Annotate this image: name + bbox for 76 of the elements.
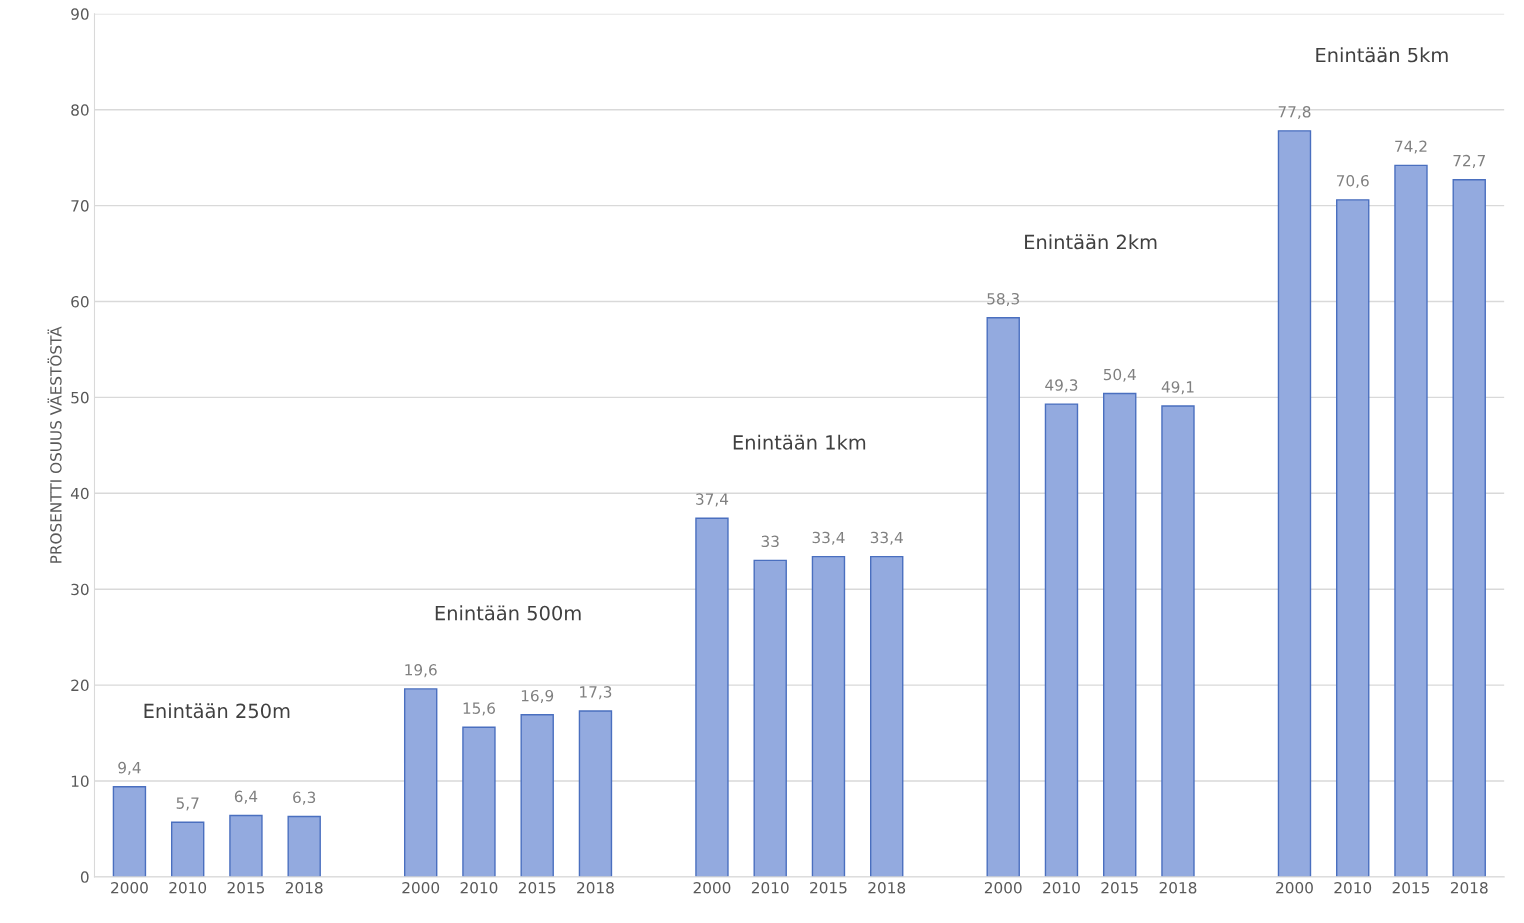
data-label: 19,6	[405, 664, 437, 678]
bar	[1452, 179, 1486, 877]
y-tick-label: 50	[71, 391, 89, 404]
x-tick-label: 2018	[285, 881, 323, 894]
y-tick-label: 90	[71, 8, 89, 20]
data-label: 9,4	[118, 761, 141, 775]
x-tick-label: 2015	[518, 881, 556, 894]
y-tick-label: 40	[70, 487, 89, 500]
data-label: 37,4	[696, 493, 729, 507]
x-tick-label: 2010	[751, 881, 789, 894]
data-label: 74,2	[1395, 140, 1427, 154]
bar	[1161, 405, 1195, 877]
bar	[1044, 403, 1079, 877]
annotation: Enintään 5km	[1316, 47, 1448, 63]
data-label: 6,4	[234, 790, 258, 804]
data-label: 49,3	[1045, 379, 1078, 393]
x-tick-label: 2015	[1101, 881, 1138, 894]
bar	[1336, 199, 1370, 877]
bar	[1394, 164, 1428, 877]
data-label: 49,1	[1161, 381, 1194, 395]
data-label: 58,3	[987, 292, 1019, 307]
annotation: Enintään 1km	[733, 434, 866, 450]
data-label: 72,7	[1453, 154, 1485, 168]
data-label: 5,7	[176, 797, 199, 811]
bar	[578, 710, 613, 877]
data-label: 77,8	[1278, 105, 1311, 120]
annotation: Enintään 500m	[435, 605, 581, 621]
x-tick-label: 2015	[810, 881, 847, 894]
x-tick-label: 2015	[227, 881, 265, 894]
data-label: 70,6	[1336, 175, 1369, 189]
x-tick-label: 2010	[1043, 881, 1080, 894]
x-tick-label: 2010	[460, 881, 498, 894]
data-label: 33,4	[870, 531, 903, 545]
annotation: Enintään 2km	[1025, 234, 1157, 250]
x-tick-label: 2018	[1450, 881, 1488, 894]
y-tick-label: 30	[71, 583, 89, 596]
bar	[170, 821, 205, 877]
data-label: 17,3	[580, 686, 612, 700]
x-tick-label: 2000	[111, 881, 148, 894]
y-tick-label: 70	[71, 200, 89, 212]
bar	[811, 555, 846, 877]
x-tick-label: 2000	[693, 881, 731, 894]
y-tick-label: 80	[71, 104, 89, 116]
x-tick-label: 2000	[984, 881, 1022, 894]
x-tick-label: 2000	[402, 881, 440, 894]
y-tick-label: 10	[71, 775, 89, 787]
data-label: 33,4	[812, 531, 845, 545]
bar	[695, 517, 729, 877]
x-tick-label: 2000	[1276, 881, 1313, 894]
bar	[870, 555, 904, 877]
data-label: 15,6	[463, 702, 495, 716]
x-tick-label: 2010	[169, 881, 207, 894]
y-tick-label: 0	[80, 871, 89, 883]
x-tick-label: 2018	[868, 881, 906, 894]
bar	[1103, 392, 1137, 877]
x-tick-label: 2015	[1392, 881, 1430, 894]
bar	[112, 786, 147, 877]
y-tick-label: 60	[71, 295, 89, 308]
x-tick-label: 2018	[1159, 881, 1197, 894]
y-axis-title: PROSENTTI OSUUS VÄESTÖSTÄ	[47, 326, 62, 563]
y-tick-label: 20	[71, 679, 89, 692]
bar	[462, 726, 496, 877]
bar	[986, 317, 1020, 877]
data-label: 50,4	[1103, 368, 1136, 382]
data-label: 6,3	[293, 791, 316, 805]
x-tick-label: 2018	[577, 881, 614, 894]
bar	[287, 815, 321, 877]
x-tick-label: 2010	[1334, 881, 1372, 894]
bar	[520, 714, 554, 877]
bar	[1277, 130, 1312, 877]
bar	[753, 559, 787, 877]
bar	[229, 814, 263, 877]
data-label: 33	[761, 535, 779, 548]
bar	[403, 688, 438, 877]
annotation: Enintään 250m	[144, 703, 290, 719]
data-label: 16,9	[521, 689, 554, 704]
